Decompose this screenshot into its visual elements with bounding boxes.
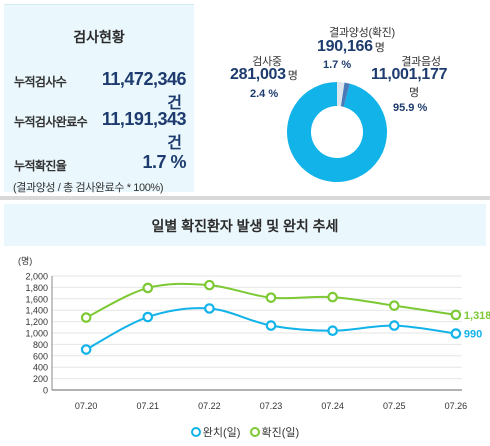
stat-label-positive-rate: 누적확진율 xyxy=(14,159,67,173)
y-tick-label: 1,000 xyxy=(25,329,48,339)
data-point-recovered[interactable] xyxy=(142,311,154,323)
data-point-confirmed[interactable] xyxy=(142,282,154,294)
donut-slice-positive[interactable] xyxy=(340,82,350,107)
data-point-recovered[interactable] xyxy=(388,320,400,331)
trend-chart-panel: 일별 확진환자 발생 및 완치 추세 xyxy=(0,200,490,446)
donut-value-positive-number: 190,166 xyxy=(317,38,373,55)
x-tick-label: 07.24 xyxy=(321,401,344,411)
stat-unit-total-tests: 건 xyxy=(167,95,182,112)
y-tick-label: 2,000 xyxy=(25,272,48,282)
donut-slice-negative[interactable] xyxy=(287,82,387,182)
data-point-confirmed[interactable] xyxy=(450,309,462,321)
chart-title: 일별 확진환자 발생 및 완치 추세 xyxy=(151,218,339,234)
legend-recovered[interactable]: 완치(일) xyxy=(190,424,241,440)
summary-panel: 검사현황 누적검사수 11,472,346 건 누적검사완료수 11,191,3… xyxy=(0,0,490,196)
donut-value-negative-number: 11,001,177 xyxy=(371,66,448,83)
legend-confirmed-label: 확진(일) xyxy=(261,427,300,439)
legend-recovered-marker xyxy=(190,427,201,437)
x-tick-label: 07.23 xyxy=(260,401,283,411)
donut-value-testing: 281,003 명 xyxy=(230,66,298,84)
y-tick-label: 200 xyxy=(33,374,48,384)
x-tick-label: 07.21 xyxy=(137,401,160,411)
stat-label-completed-tests: 누적검사완료수 xyxy=(14,115,88,129)
chart-header: 일별 확진환자 발생 및 완치 추세 xyxy=(4,204,486,246)
stat-unit-completed-tests: 건 xyxy=(167,135,182,152)
x-tick-label: 07.26 xyxy=(445,401,468,411)
y-tick-label: 1,400 xyxy=(25,306,48,316)
donut-chart-area: 결과양성(확진) 190,166 명 1.7 % 검사중 281,003 명 2.4… xyxy=(194,0,490,196)
donut-value-testing-unit: 명 xyxy=(287,70,298,82)
data-point-recovered[interactable] xyxy=(80,344,92,355)
stat-value-positive-rate: 1.7 % xyxy=(142,152,186,172)
stat-label-total-tests: 누적검사수 xyxy=(14,75,67,89)
x-tick-label: 07.22 xyxy=(198,401,221,411)
x-tick-label: 07.25 xyxy=(383,401,406,411)
donut-label-positive: 결과양성(확진) xyxy=(329,27,395,39)
y-tick-label: 600 xyxy=(33,351,48,361)
data-point-recovered[interactable] xyxy=(265,320,277,331)
donut-value-positive: 190,166 명 xyxy=(317,38,385,56)
donut-pct-positive: 1.7 % xyxy=(323,59,352,71)
y-tick-label: 1,200 xyxy=(25,317,48,327)
donut-value-positive-unit: 명 xyxy=(374,42,385,54)
legend-recovered-label: 완치(일) xyxy=(202,427,241,439)
y-tick-label: 1,800 xyxy=(25,283,48,293)
end-value-label-confirmed: 1,318 xyxy=(464,310,490,322)
test-status-box: 검사현황 누적검사수 11,472,346 건 누적검사완료수 11,191,3… xyxy=(4,4,194,194)
stat-value-completed-tests: 11,191,343 xyxy=(101,109,187,129)
data-point-recovered[interactable] xyxy=(327,325,338,337)
section-divider xyxy=(0,196,490,200)
chart-legend: 완치(일) 확진(일) xyxy=(0,424,490,440)
donut-label-negative: 결과음성 xyxy=(401,56,441,68)
data-point-confirmed[interactable] xyxy=(265,292,277,303)
data-point-recovered[interactable] xyxy=(450,328,462,339)
legend-confirmed-marker xyxy=(249,427,260,437)
donut-pct-negative: 95.9 % xyxy=(393,102,428,114)
stats-title: 검사현황 xyxy=(73,29,125,45)
stats-formula-note: (결과양성 / 총 검사완료수 * 100%) xyxy=(13,182,164,194)
data-point-confirmed[interactable] xyxy=(80,312,92,323)
donut-label-testing: 검사중 xyxy=(252,56,282,68)
data-point-confirmed[interactable] xyxy=(327,291,338,303)
donut-value-testing-number: 281,003 xyxy=(230,66,286,83)
data-point-confirmed[interactable] xyxy=(204,279,215,291)
y-axis-unit-label: (명) xyxy=(18,256,32,266)
y-tick-label: 400 xyxy=(33,363,48,373)
legend-confirmed[interactable]: 확진(일) xyxy=(249,424,300,440)
y-tick-label: 0 xyxy=(43,386,48,396)
donut-pct-testing: 2.4 % xyxy=(250,88,279,100)
chart-gridlines xyxy=(52,275,462,391)
donut-unit-negative: 명 xyxy=(409,87,419,99)
x-tick-label: 07.20 xyxy=(75,401,98,411)
y-tick-label: 800 xyxy=(33,340,48,350)
y-tick-label: 1,600 xyxy=(25,294,48,304)
data-point-confirmed[interactable] xyxy=(388,300,400,311)
donut-chart xyxy=(287,82,387,182)
data-point-recovered[interactable] xyxy=(204,303,215,314)
stat-value-total-tests: 11,472,346 xyxy=(101,69,187,89)
donut-value-negative: 11,001,177 xyxy=(371,66,448,84)
end-value-label-recovered: 990 xyxy=(464,329,482,341)
